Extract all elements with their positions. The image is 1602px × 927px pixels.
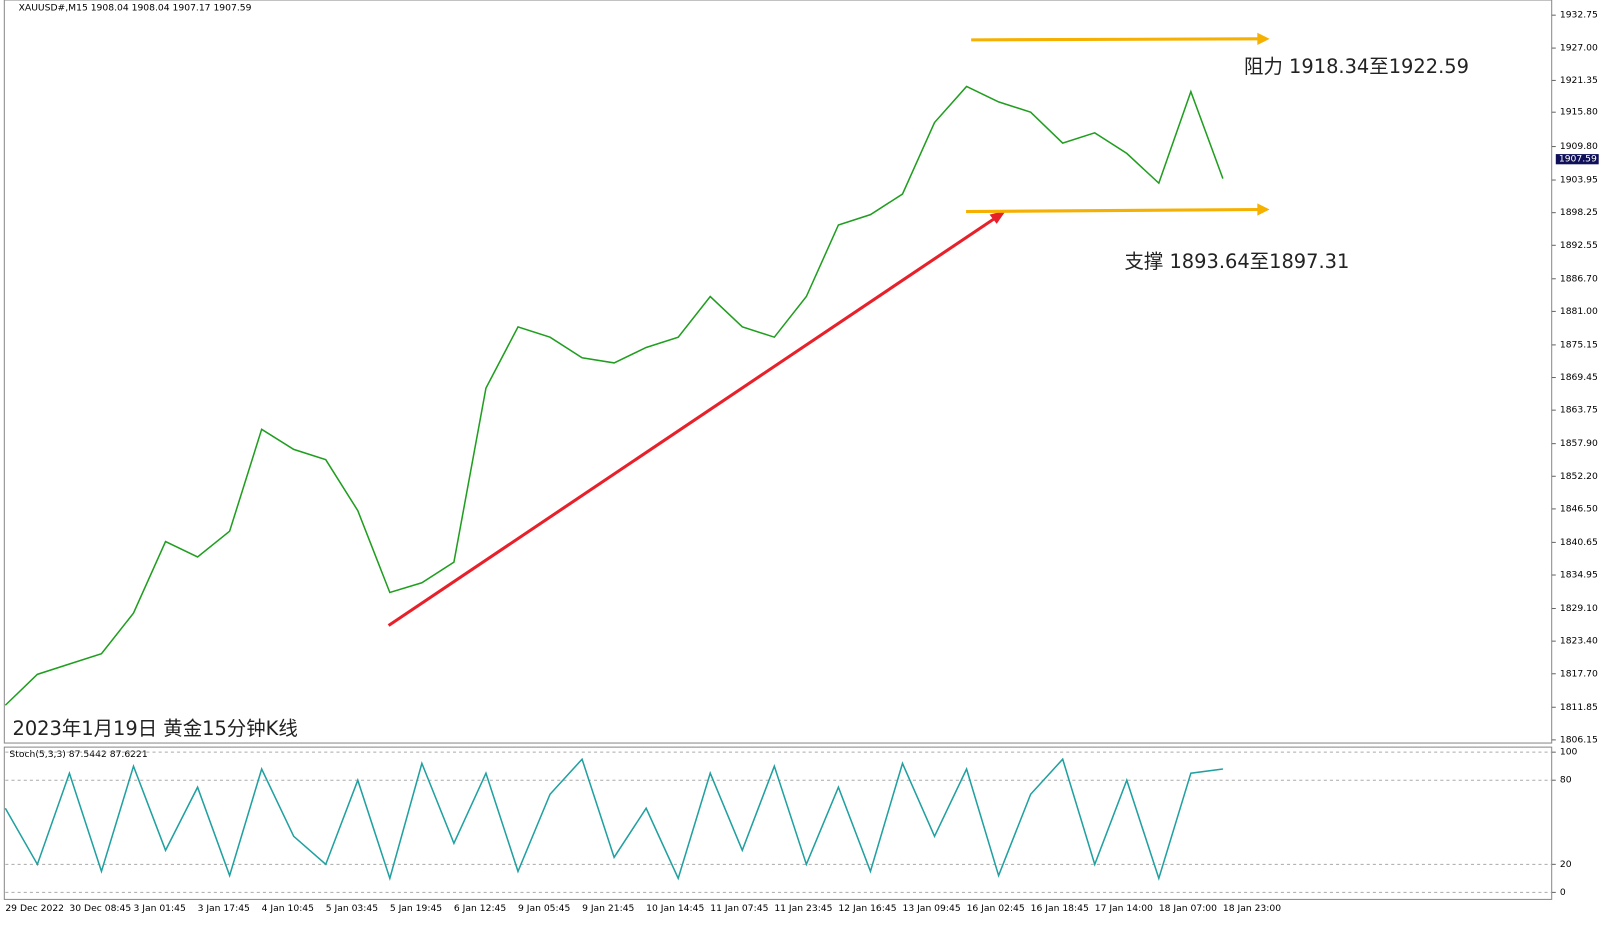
y-tick-label: 100	[1560, 747, 1578, 758]
y-tick-label: 1875.15	[1560, 339, 1598, 350]
y-tick-label: 1829.10	[1560, 603, 1598, 614]
main-frame	[3, 0, 1553, 744]
x-tick-label: 10 Jan 14:45	[646, 903, 704, 914]
y-tick-label: 1909.80	[1560, 141, 1598, 152]
annotation: 阻力 1918.34至1922.59	[1244, 55, 1469, 78]
arrow-head	[1257, 203, 1270, 216]
x-tick-label: 30 Dec 08:45	[69, 903, 131, 914]
annotation: 2023年1月19日 黄金15分钟K线	[12, 717, 297, 740]
y-tick-label: 1898.25	[1560, 207, 1598, 218]
y-tick-label: 1863.75	[1560, 405, 1598, 416]
y-tick-label: 1892.55	[1560, 240, 1598, 251]
y-tick-label: 0	[1560, 887, 1566, 898]
x-tick-label: 4 Jan 10:45	[262, 903, 314, 914]
x-tick-label: 5 Jan 19:45	[390, 903, 442, 914]
last-price-label: 1907.59	[1559, 154, 1597, 165]
x-tick-label: 18 Jan 23:00	[1223, 903, 1281, 914]
x-tick-label: 6 Jan 12:45	[454, 903, 506, 914]
y-tick-label: 80	[1560, 775, 1572, 786]
y-tick-label: 1881.00	[1560, 306, 1598, 317]
y-tick-label: 1903.95	[1560, 175, 1598, 186]
x-tick-label: 11 Jan 07:45	[710, 903, 768, 914]
y-tick-label: 1834.95	[1560, 570, 1598, 581]
x-tick-label: 11 Jan 23:45	[774, 903, 832, 914]
x-tick-label: 5 Jan 03:45	[326, 903, 378, 914]
last-price-box	[1555, 154, 1599, 165]
y-tick-label: 1915.80	[1560, 107, 1598, 118]
y-tick-label: 20	[1560, 859, 1572, 870]
price-line	[4, 757, 1224, 882]
x-tick-label: 16 Jan 02:45	[967, 903, 1025, 914]
x-tick-label: 9 Jan 05:45	[518, 903, 570, 914]
trend-line	[387, 212, 1003, 627]
y-tick-label: 1857.90	[1560, 438, 1598, 449]
x-tick-label: 3 Jan 01:45	[133, 903, 185, 914]
y-tick-label: 1852.20	[1560, 471, 1598, 482]
x-tick-label: 17 Jan 14:00	[1095, 903, 1153, 914]
chart-title: XAUUSD#,M15 1908.04 1908.04 1907.17 1907…	[19, 3, 252, 14]
y-tick-label: 1846.50	[1560, 503, 1598, 514]
x-tick-label: 9 Jan 21:45	[582, 903, 634, 914]
arrow-head	[1257, 32, 1270, 45]
support-line	[966, 207, 1260, 214]
x-tick-label: 29 Dec 2022	[5, 903, 64, 914]
arrow-head	[989, 210, 1006, 224]
stoch-frame	[3, 746, 1553, 900]
y-tick-label: 1886.70	[1560, 273, 1598, 284]
y-tick-label: 1811.85	[1560, 702, 1598, 713]
y-tick-label: 1932.75	[1560, 10, 1598, 21]
x-tick-label: 12 Jan 16:45	[838, 903, 896, 914]
x-tick-label: 18 Jan 07:00	[1159, 903, 1217, 914]
x-tick-label: 16 Jan 18:45	[1031, 903, 1089, 914]
y-tick-label: 1817.70	[1560, 668, 1598, 679]
price-line	[4, 85, 1224, 706]
y-tick-label: 1823.40	[1560, 636, 1598, 647]
stoch-title: Stoch(5,3,3) 87.5442 87.6221	[9, 749, 147, 760]
y-tick-label: 1927.00	[1560, 43, 1598, 54]
resistance-line	[971, 37, 1260, 42]
y-tick-label: 1869.45	[1560, 372, 1598, 383]
x-tick-label: 3 Jan 17:45	[198, 903, 250, 914]
x-tick-label: 13 Jan 09:45	[902, 903, 960, 914]
annotation: 支撑 1893.64至1897.31	[1124, 250, 1349, 273]
y-tick-label: 1806.15	[1560, 734, 1598, 745]
y-tick-label: 1921.35	[1560, 75, 1598, 86]
y-tick-label: 1840.65	[1560, 537, 1598, 548]
